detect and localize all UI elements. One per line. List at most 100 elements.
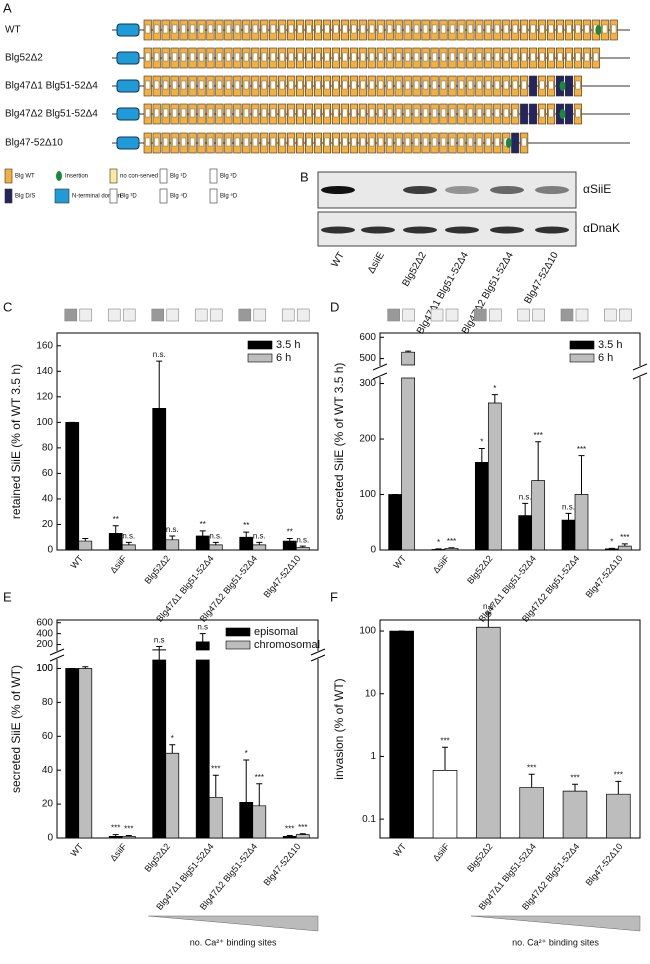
blg-inner bbox=[279, 52, 285, 62]
blg-inner bbox=[503, 108, 509, 118]
y-tick-label: 40 bbox=[42, 765, 54, 776]
blg-inner bbox=[494, 108, 500, 118]
blg-inner bbox=[181, 108, 187, 118]
lane-label: Blg52Δ2 bbox=[400, 250, 429, 289]
significance: *** bbox=[570, 773, 579, 782]
error-bar bbox=[156, 360, 163, 409]
blg-inner bbox=[539, 24, 545, 34]
error-bar bbox=[112, 834, 119, 837]
blg-inner bbox=[145, 137, 151, 147]
y-axis-label: invasion (% of WT) bbox=[332, 678, 346, 779]
blg-inner bbox=[602, 24, 608, 34]
blg-inner bbox=[216, 80, 222, 90]
error-bar bbox=[491, 394, 498, 403]
significance: ** bbox=[243, 521, 249, 530]
blg-inner bbox=[190, 80, 195, 90]
y-tick-label: 200 bbox=[359, 434, 376, 445]
blg-inner bbox=[521, 137, 527, 147]
x-tick-label: ΔsiiF bbox=[431, 841, 452, 863]
error-bar bbox=[156, 645, 163, 660]
y-tick-label: 0 bbox=[370, 545, 376, 556]
thumbnail bbox=[532, 308, 545, 322]
significance: n.s. bbox=[253, 531, 266, 540]
y-tick-label: 120 bbox=[36, 391, 53, 402]
legend-swatch bbox=[109, 188, 118, 204]
blg-inner bbox=[494, 52, 500, 62]
blg-inner bbox=[342, 52, 348, 62]
blg-block bbox=[520, 103, 529, 125]
significance: * bbox=[480, 438, 483, 447]
blg-inner bbox=[441, 137, 446, 147]
blg-inner bbox=[181, 24, 187, 34]
bar bbox=[295, 834, 310, 839]
blg-inner bbox=[584, 52, 590, 62]
blg-inner bbox=[423, 80, 428, 90]
legend-label: 6 h bbox=[598, 352, 613, 364]
error-bar bbox=[299, 833, 306, 835]
blg-inner bbox=[405, 108, 411, 118]
error-bar bbox=[528, 773, 535, 788]
error-bar bbox=[169, 535, 176, 540]
blg-inner bbox=[378, 80, 384, 90]
break-mark bbox=[372, 363, 388, 371]
y-tick-label: 600 bbox=[36, 617, 53, 628]
blg-inner bbox=[611, 24, 617, 34]
plot-frame bbox=[56, 332, 319, 551]
blg-inner bbox=[566, 24, 572, 34]
blg-inner bbox=[261, 137, 267, 147]
blg-inner bbox=[243, 108, 249, 118]
bar bbox=[121, 544, 136, 551]
blg-inner bbox=[360, 52, 366, 62]
x-tick-label: Blg52Δ2 bbox=[143, 553, 173, 586]
significance: n.s. bbox=[166, 525, 179, 534]
lane-label: Blg47-52Δ10 bbox=[522, 250, 561, 306]
blg-inner bbox=[539, 108, 545, 118]
blg-inner bbox=[432, 137, 437, 147]
antibody-label: αSiiE bbox=[583, 182, 611, 196]
y-tick-label: 80 bbox=[42, 697, 54, 708]
blg-inner bbox=[324, 80, 330, 90]
blg-inner bbox=[503, 80, 509, 90]
plot-frame bbox=[379, 619, 641, 839]
significance: *** bbox=[285, 825, 294, 834]
blg-inner bbox=[172, 108, 178, 118]
break-mark bbox=[632, 372, 648, 380]
blg-inner bbox=[324, 24, 330, 34]
bar bbox=[389, 630, 414, 839]
blg-inner bbox=[423, 52, 428, 62]
error-bar bbox=[615, 780, 622, 795]
blg-inner bbox=[387, 108, 393, 118]
blg-inner bbox=[414, 52, 420, 62]
blg-inner bbox=[396, 108, 402, 118]
legend-swatch bbox=[56, 171, 62, 181]
blg-inner bbox=[252, 108, 258, 118]
bar bbox=[252, 544, 267, 551]
legend-swatch bbox=[247, 340, 273, 350]
blg-inner bbox=[216, 52, 222, 62]
blg-inner bbox=[396, 80, 402, 90]
lane-label: ΔsiiE bbox=[366, 250, 387, 276]
blg-inner bbox=[575, 24, 581, 34]
row-label: Blg47-52Δ10 bbox=[5, 138, 63, 149]
significance: n.s bbox=[154, 636, 165, 645]
bar bbox=[208, 796, 223, 839]
insertion bbox=[505, 138, 512, 148]
significance: n.s. bbox=[209, 531, 222, 540]
thumbnail bbox=[166, 308, 180, 322]
blg-inner bbox=[467, 80, 473, 90]
x-tick-label: Blg47-52Δ10 bbox=[584, 841, 625, 887]
blg-inner bbox=[199, 24, 204, 34]
blg-inner bbox=[512, 52, 518, 62]
blg-inner bbox=[458, 108, 464, 118]
blg-inner bbox=[261, 80, 267, 90]
bar bbox=[252, 805, 267, 839]
blg-inner bbox=[369, 52, 375, 62]
blg-inner bbox=[342, 80, 348, 90]
blg-inner bbox=[333, 80, 339, 90]
blg-inner bbox=[521, 24, 527, 34]
annotation: no. Ca²⁺ binding sites bbox=[190, 937, 277, 947]
y-tick-label: 0 bbox=[47, 833, 53, 844]
blg-inner bbox=[405, 24, 411, 34]
legend-swatch bbox=[569, 353, 595, 363]
blg-inner bbox=[324, 137, 330, 147]
